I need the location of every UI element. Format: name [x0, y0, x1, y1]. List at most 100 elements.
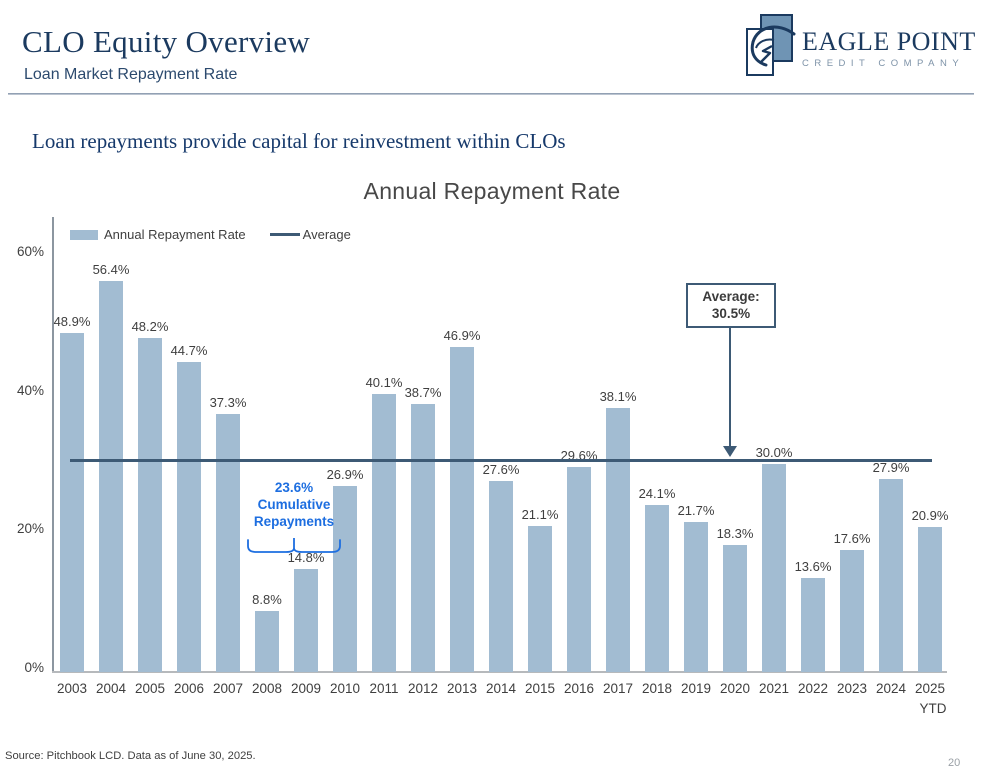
bar-value-label: 18.3% [716, 526, 754, 542]
bar-2017 [606, 407, 630, 672]
company-logo: EAGLE POINT CREDIT COMPANY [744, 12, 976, 85]
x-axis-label-2012: 2012 [407, 681, 439, 696]
average-arrow-head [723, 446, 737, 457]
x-axis-label-2004: 2004 [95, 681, 127, 696]
bar-value-label: 48.9% [53, 314, 91, 330]
bar-2003 [60, 333, 84, 672]
bar-value-label: 56.4% [92, 262, 130, 278]
cumulative-note-line3: Repayments [253, 514, 335, 529]
y-axis-tick-label: 20% [16, 521, 44, 537]
x-axis-label-2009: 2009 [290, 681, 322, 696]
x-axis-label-2021: 2021 [758, 681, 790, 696]
x-axis-label-suffix: YTD [919, 701, 947, 716]
logo-tagline: CREDIT COMPANY [802, 57, 965, 69]
x-axis-label-2017: 2017 [602, 681, 634, 696]
x-axis-label-2003: 2003 [56, 681, 88, 696]
bar-value-label: 21.1% [521, 506, 559, 522]
average-line [70, 459, 932, 463]
bar-2020 [723, 545, 747, 672]
bar-value-label: 20.9% [911, 508, 949, 524]
bar-value-label: 21.7% [677, 502, 715, 518]
bar-value-label: 38.1% [599, 388, 637, 404]
y-axis-tick-label: 40% [16, 382, 44, 398]
cumulative-repayments-note: 23.6% Cumulative Repayments [232, 479, 356, 530]
bar-value-label: 48.2% [131, 318, 169, 334]
bar-value-label: 8.8% [252, 592, 282, 608]
legend-bar-label: Annual Repayment Rate [104, 227, 246, 242]
x-axis-label-2006: 2006 [173, 681, 205, 696]
bar-2019 [684, 521, 708, 672]
bar-2011 [372, 394, 396, 672]
bar-value-label: 44.7% [170, 343, 208, 359]
bar-2025 [918, 527, 942, 672]
chart-legend: Annual Repayment Rate Average [70, 227, 351, 242]
bar-value-label: 29.6% [560, 447, 598, 463]
x-axis-label-2020: 2020 [719, 681, 751, 696]
bar-value-label: 30.0% [755, 445, 793, 461]
cumulative-note-line2: Cumulative [257, 497, 331, 512]
bar-2004 [99, 281, 123, 672]
bar-2006 [177, 362, 201, 672]
bar-value-label: 27.9% [872, 459, 910, 475]
bar-value-label: 26.9% [326, 466, 364, 482]
x-axis-label-2023: 2023 [836, 681, 868, 696]
bar-2023 [840, 550, 864, 672]
x-axis-label-2024: 2024 [875, 681, 907, 696]
bar-value-label: 38.7% [404, 384, 442, 400]
bar-2024 [879, 478, 903, 672]
x-axis-label-2019: 2019 [680, 681, 712, 696]
bar-value-label: 24.1% [638, 485, 676, 501]
key-message: Loan repayments provide capital for rein… [32, 129, 566, 153]
x-axis-label-2007: 2007 [212, 681, 244, 696]
bar-value-label: 37.3% [209, 394, 247, 410]
source-note: Source: Pitchbook LCD. Data as of June 3… [5, 750, 256, 762]
x-axis-label-2016: 2016 [563, 681, 595, 696]
bar-2007 [216, 413, 240, 672]
chart-title: Annual Repayment Rate [363, 178, 621, 204]
x-axis-label-2018: 2018 [641, 681, 673, 696]
bar-value-label: 14.8% [287, 550, 325, 566]
cumulative-bracket-icon [245, 537, 343, 565]
average-callout-label: Average: [702, 289, 760, 304]
bar-2010 [333, 485, 357, 672]
y-axis-line [52, 217, 54, 673]
logo-text: EAGLE POINT CREDIT COMPANY [802, 26, 976, 69]
average-callout: Average: 30.5% [686, 283, 776, 328]
bar-value-label: 13.6% [794, 558, 832, 574]
cumulative-note-value: 23.6% [274, 480, 314, 495]
x-axis-label-2011: 2011 [369, 681, 399, 696]
legend-line-label: Average [302, 227, 351, 242]
average-callout-value: 30.5% [711, 306, 751, 321]
header-divider [8, 93, 974, 95]
page-subtitle: Loan Market Repayment Rate [24, 66, 238, 83]
bar-value-label: 40.1% [365, 375, 403, 391]
bar-2018 [645, 504, 669, 672]
average-arrow [729, 327, 731, 446]
legend-line-swatch [269, 233, 300, 236]
bar-2009 [294, 569, 318, 672]
y-axis-tick-label: 60% [16, 244, 44, 260]
bar-2021 [762, 464, 786, 672]
bar-value-label: 27.6% [482, 461, 520, 477]
bar-value-label: 46.9% [443, 327, 481, 343]
logo-name: EAGLE POINT [802, 26, 976, 56]
x-axis-label-2022: 2022 [797, 681, 829, 696]
bar-value-label: 17.6% [833, 531, 871, 547]
page-title: CLO Equity Overview [22, 24, 311, 59]
x-axis-label-2008: 2008 [251, 681, 283, 696]
x-axis-label-2013: 2013 [446, 681, 478, 696]
bar-2013 [450, 346, 474, 672]
y-axis-tick-label: 0% [24, 660, 44, 675]
x-axis-label-2015: 2015 [524, 681, 556, 696]
x-axis-label-2010: 2010 [329, 681, 361, 696]
x-axis-line [52, 671, 947, 673]
bar-2015 [528, 525, 552, 672]
x-axis-label-2005: 2005 [134, 681, 166, 696]
eagle-logo-icon [744, 12, 796, 85]
bar-2014 [489, 480, 513, 672]
page-number: 20 [948, 757, 961, 769]
bar-2016 [567, 466, 591, 672]
bar-2008 [255, 611, 279, 672]
legend-bar-swatch [70, 229, 98, 240]
